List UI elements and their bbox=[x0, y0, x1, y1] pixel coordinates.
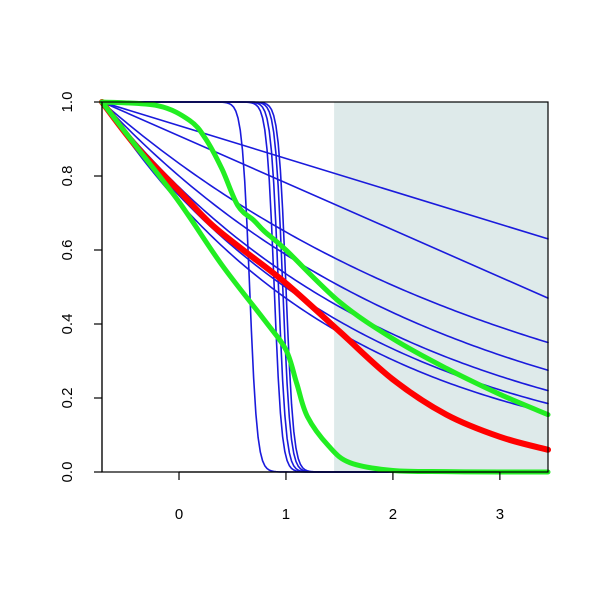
series-line-4 bbox=[101, 101, 549, 372]
x-axis: 0 1 2 3 bbox=[175, 471, 504, 523]
series-line-14 bbox=[99, 99, 551, 418]
x-tick-label: 0 bbox=[175, 506, 183, 523]
x-tick-label: 3 bbox=[496, 506, 504, 523]
y-tick-label: 1.0 bbox=[59, 92, 76, 113]
y-tick-label: 0.2 bbox=[59, 388, 76, 409]
y-tick-label: 0.4 bbox=[59, 314, 76, 335]
y-tick-label: 0.8 bbox=[59, 166, 76, 187]
y-tick-label: 0.6 bbox=[59, 240, 76, 261]
y-tick-label: 0.0 bbox=[59, 462, 76, 483]
shaded-region bbox=[334, 102, 548, 472]
y-axis: 0.0 0.2 0.4 0.6 0.8 1.0 bbox=[59, 92, 103, 483]
series-line-13 bbox=[99, 99, 551, 453]
x-tick-label: 2 bbox=[389, 506, 397, 523]
x-tick-label: 1 bbox=[282, 506, 290, 523]
series-line-1 bbox=[101, 101, 549, 240]
series-line-2 bbox=[101, 101, 549, 299]
series-line-3 bbox=[101, 101, 549, 344]
